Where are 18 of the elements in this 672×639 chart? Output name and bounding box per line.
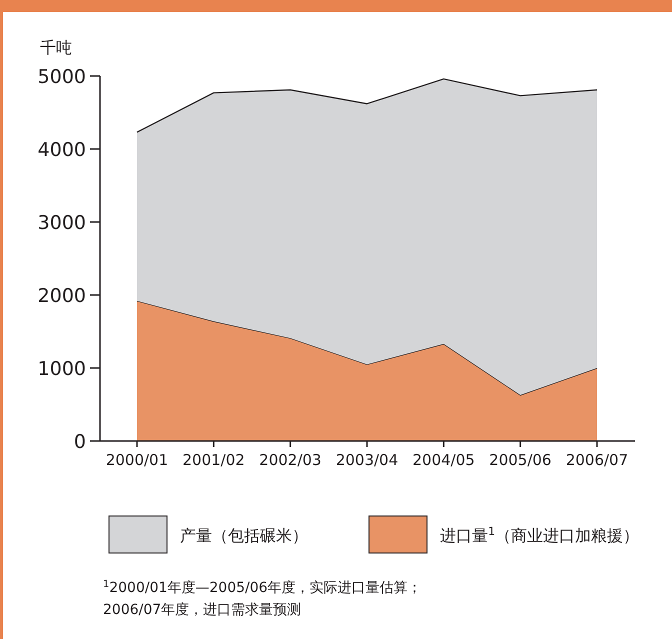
y-tick-label: 2000 <box>38 285 86 307</box>
legend-label: 产量（包括碾米） <box>180 526 308 545</box>
y-tick-label: 1000 <box>38 358 86 380</box>
x-tick-label: 2005/06 <box>489 451 552 469</box>
y-axis-title: 千吨 <box>40 38 72 57</box>
x-tick-label: 2006/07 <box>566 451 628 469</box>
x-tick-label: 2002/03 <box>259 451 322 469</box>
text: $^{1}$2000/01年度—2005/06年度，实际进口量估算； <box>103 578 422 596</box>
x-tick-label: 2004/05 <box>412 451 475 469</box>
y-tick-label: 3000 <box>38 212 86 234</box>
x-tick-label: 2000/01 <box>106 451 168 469</box>
text: 2006/07年度，进口需求量预测 <box>103 602 302 618</box>
legend-label: 进口量$^{1}$（商业进口加粮援） <box>440 524 640 545</box>
y-tick-label: 0 <box>74 431 86 453</box>
x-tick-label: 2003/04 <box>336 451 398 469</box>
y-tick-label: 5000 <box>38 66 86 88</box>
y-tick-label: 4000 <box>38 139 86 161</box>
x-tick-label: 2001/02 <box>182 451 245 469</box>
